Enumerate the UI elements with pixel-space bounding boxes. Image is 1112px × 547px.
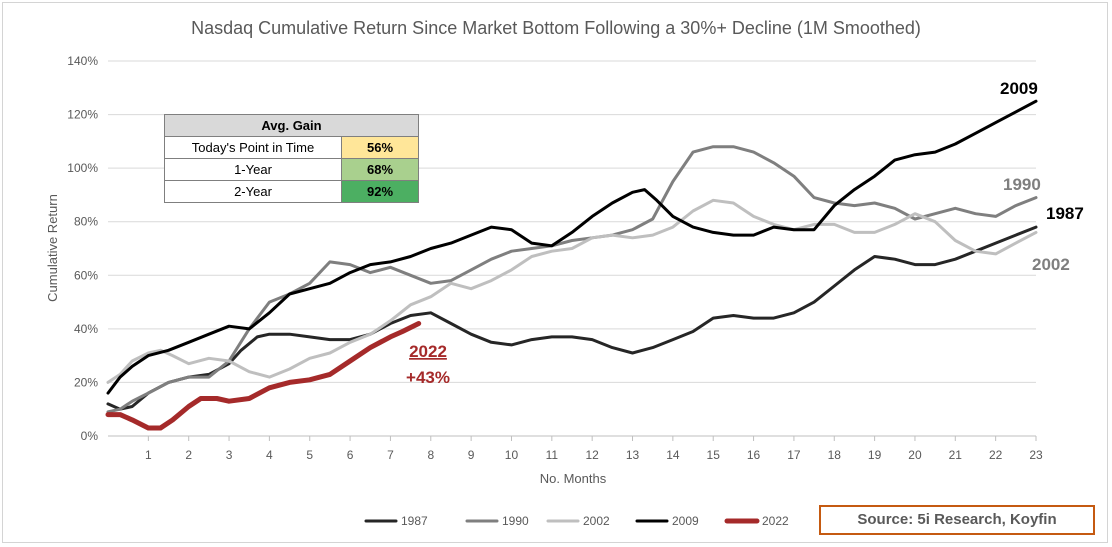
legend: 1987 1990 2002 2009 2022: [364, 514, 789, 528]
x-tick-label: 9: [468, 448, 475, 462]
avg-gain-value: 56%: [341, 136, 419, 159]
series-line-2002: [106, 198, 1038, 384]
y-tick-label: 0%: [81, 429, 99, 443]
series-line-2009: [106, 99, 1038, 395]
legend-label: 1990: [502, 514, 529, 528]
x-tick-label: 12: [585, 448, 599, 462]
x-tick-label: 5: [306, 448, 313, 462]
avg-gain-value: 68%: [341, 158, 419, 181]
legend-label: 2022: [762, 514, 789, 528]
x-tick-label: 20: [908, 448, 922, 462]
x-tick-label: 11: [546, 448, 559, 462]
y-tick-label: 100%: [67, 161, 98, 175]
avg-gain-table: Avg. Gain Today's Point in Time 56% 1-Ye…: [164, 114, 419, 203]
x-tick-label: 16: [747, 448, 761, 462]
avg-gain-header-row: Avg. Gain: [164, 114, 419, 137]
x-tick-label: 10: [505, 448, 519, 462]
legend-label: 2002: [583, 514, 610, 528]
gridlines: [108, 60, 1036, 437]
x-tick-label: 17: [787, 448, 801, 462]
annotation-label: +43%: [406, 368, 450, 387]
avg-gain-label: 2-Year: [164, 180, 342, 203]
avg-gain-label: Today's Point in Time: [164, 136, 342, 159]
x-tick-label: 7: [387, 448, 394, 462]
annotation-label: 1987: [1046, 204, 1084, 223]
source-note: Source: 5i Research, Koyfin: [819, 505, 1095, 535]
y-tick-label: 60%: [74, 268, 98, 282]
avg-gain-label: 1-Year: [164, 158, 342, 181]
annotation-label: 2022: [409, 342, 447, 361]
x-tick-label: 4: [266, 448, 273, 462]
x-tick-label: 18: [828, 448, 842, 462]
annotation-label: 2002: [1032, 255, 1070, 274]
avg-gain-value: 92%: [341, 180, 419, 203]
y-tick-label: 80%: [74, 215, 98, 229]
x-tick-label: 1: [145, 448, 152, 462]
annotation-label: 1990: [1003, 175, 1041, 194]
x-tick-label: 13: [626, 448, 640, 462]
annotation-label: 2009: [1000, 79, 1038, 98]
y-tick-label: 20%: [74, 375, 98, 389]
avg-gain-row: Today's Point in Time 56%: [164, 136, 419, 159]
y-tick-label: 120%: [67, 108, 98, 122]
x-tick-label: 3: [226, 448, 233, 462]
legend-label: 2009: [672, 514, 699, 528]
series-annotations: 2009 1990 1987 2002 2022 +43%: [406, 79, 1084, 387]
x-tick-label: 21: [949, 448, 963, 462]
x-axis-ticks: 1 2 3 4 5 6 7 8 9 10 11 12 13 14 15 16 17 18 19 20 21 22 23: [145, 436, 1043, 462]
x-tick-label: 23: [1029, 448, 1043, 462]
x-tick-label: 2: [185, 448, 192, 462]
x-tick-label: 15: [707, 448, 721, 462]
x-tick-label: 19: [868, 448, 882, 462]
y-tick-label: 140%: [67, 54, 98, 68]
avg-gain-row: 1-Year 68%: [164, 158, 419, 181]
legend-label: 1987: [401, 514, 428, 528]
x-tick-label: 8: [427, 448, 434, 462]
series-lines: [105, 99, 1038, 431]
avg-gain-row: 2-Year 92%: [164, 180, 419, 203]
x-tick-label: 22: [989, 448, 1003, 462]
x-tick-label: 14: [666, 448, 680, 462]
y-tick-label: 40%: [74, 322, 98, 336]
x-tick-label: 6: [347, 448, 354, 462]
x-axis-title: No. Months: [540, 471, 607, 486]
chart-title: Nasdaq Cumulative Return Since Market Bo…: [191, 18, 921, 38]
series-line-1987: [106, 225, 1038, 411]
y-axis-ticks: 0% 20% 40% 60% 80% 100% 120% 140%: [67, 54, 98, 443]
y-axis-title: Cumulative Return: [45, 194, 60, 302]
series-line-1990: [106, 145, 1038, 414]
avg-gain-header: Avg. Gain: [164, 114, 419, 137]
series-line-2022: [105, 321, 422, 431]
